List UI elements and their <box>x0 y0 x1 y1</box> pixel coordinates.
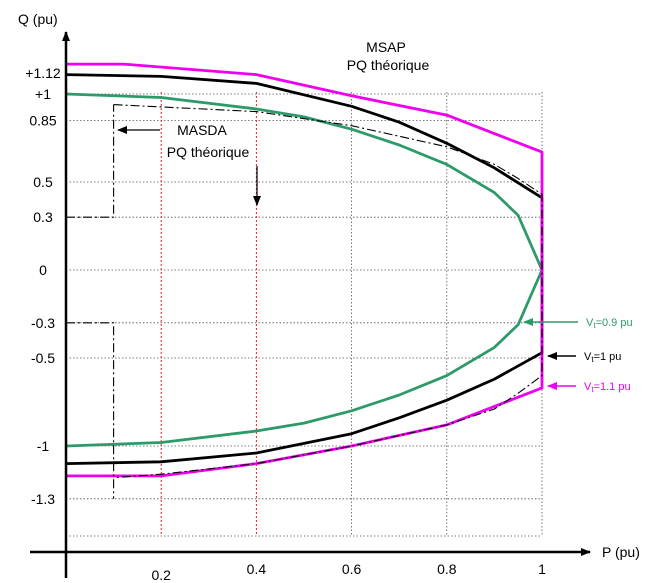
y-tick-label: 0 <box>39 262 47 278</box>
series-vt-1-pu <box>65 73 544 465</box>
masda-label-line2: PQ théorique <box>167 144 250 160</box>
y-tick-label: -1 <box>37 438 50 454</box>
x-tick-label: 0.4 <box>247 561 267 577</box>
grid <box>66 92 543 537</box>
msap-label-line1: MSAP <box>366 39 406 55</box>
x-tick-label: 0.8 <box>437 561 457 577</box>
axes: Q (pu) P (pu) <box>18 11 640 578</box>
y-tick-label: 0.3 <box>33 209 53 225</box>
x-tick-label: 0.6 <box>342 561 362 577</box>
series-masda-step-lower <box>66 322 115 499</box>
annotations: MSAP PQ théorique MASDA PQ théorique <box>117 39 430 206</box>
y-tick-label: -0.3 <box>31 315 55 331</box>
y-tick-label: -1.3 <box>31 491 55 507</box>
curve-label: Vt=1 pu <box>584 351 621 364</box>
curve-labels: Vt=0.9 pu Vt=1 pu Vt=1.1 pu <box>523 317 633 394</box>
y-axis-label: Q (pu) <box>18 11 58 27</box>
tick-labels: +1.12 +1 0.85 0.5 0.3 0 -0.3 -0.5 -1 -1.3 0.2 0.4 0.… <box>25 65 546 583</box>
x-tick-label: 0.2 <box>151 567 171 583</box>
y-tick-label: -0.5 <box>31 350 55 366</box>
y-tick-label: +1 <box>35 86 51 102</box>
series-masda <box>113 104 543 479</box>
x-tick-label: 1 <box>538 561 546 577</box>
masda-label-line1: MASDA <box>177 122 227 138</box>
x-axis-label: P (pu) <box>602 544 640 560</box>
msap-label-line2: PQ théorique <box>347 57 430 73</box>
curve-label: Vt=0.9 pu <box>586 317 633 330</box>
series-group <box>65 62 544 499</box>
y-tick-label: 0.5 <box>33 174 53 190</box>
y-tick-label: +1.12 <box>25 65 61 81</box>
y-tick-label: 0.85 <box>29 112 56 128</box>
curve-label: Vt=1.1 pu <box>584 381 631 394</box>
series-masda-step-upper <box>66 104 115 218</box>
